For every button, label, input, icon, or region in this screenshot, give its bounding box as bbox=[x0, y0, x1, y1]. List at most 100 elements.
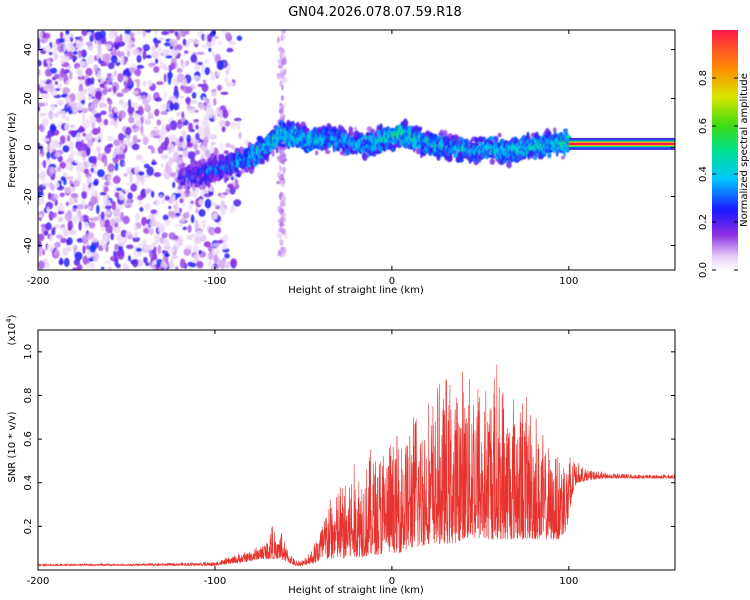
noise-blob bbox=[81, 191, 88, 199]
noise-blob bbox=[178, 223, 185, 227]
noise-blob bbox=[230, 121, 237, 129]
noise-blob bbox=[168, 205, 172, 210]
noise-blob bbox=[159, 222, 165, 233]
noise-blob bbox=[222, 30, 226, 35]
noise-blob bbox=[137, 51, 144, 56]
noise-blob bbox=[138, 171, 145, 176]
noise-blob bbox=[53, 53, 59, 60]
noise-blob bbox=[106, 211, 111, 215]
noise-blob bbox=[38, 174, 41, 178]
noise-blob bbox=[164, 166, 172, 174]
noise-blob bbox=[129, 173, 133, 184]
y-tick-label: -20 bbox=[23, 188, 34, 204]
noise-blob bbox=[40, 37, 48, 44]
noise-blob bbox=[86, 151, 90, 157]
noise-blob bbox=[165, 55, 173, 59]
noise-blob bbox=[85, 86, 92, 92]
noise-blob bbox=[144, 245, 151, 250]
noise-blob bbox=[91, 108, 97, 115]
noise-blob bbox=[63, 229, 69, 237]
noise-blob bbox=[167, 75, 172, 85]
noise-blob bbox=[147, 115, 155, 119]
ridge-blob bbox=[417, 126, 423, 131]
noise-blob bbox=[177, 30, 185, 37]
noise-blob bbox=[179, 198, 184, 204]
noise-blob bbox=[64, 116, 70, 122]
noise-blob bbox=[187, 151, 196, 160]
noise-blob bbox=[155, 129, 161, 133]
noise-blob bbox=[220, 91, 229, 96]
noise-blob bbox=[190, 54, 197, 63]
noise-blob bbox=[225, 142, 232, 148]
noise-blob bbox=[55, 234, 63, 239]
ridge-blob bbox=[463, 138, 470, 144]
noise-blob bbox=[117, 249, 125, 260]
noise-blob bbox=[184, 211, 190, 218]
noise-blob bbox=[94, 112, 102, 119]
noise-blob bbox=[176, 73, 185, 83]
noise-blob bbox=[98, 47, 102, 55]
noise-blob bbox=[47, 129, 55, 137]
noise-blob bbox=[89, 244, 97, 253]
noise-blob bbox=[198, 250, 202, 255]
colorbar-tick-label: 0.6 bbox=[698, 118, 709, 134]
noise-blob bbox=[101, 176, 105, 180]
noise-blob bbox=[107, 62, 115, 70]
y-tick-label: 0 bbox=[23, 144, 34, 150]
noise-blob bbox=[171, 255, 179, 259]
ridge-blob bbox=[194, 160, 199, 166]
noise-blob bbox=[93, 168, 97, 176]
noise-blob bbox=[201, 83, 209, 93]
noise-blob bbox=[38, 69, 41, 76]
noise-blob bbox=[92, 251, 99, 262]
noise-blob bbox=[125, 244, 134, 250]
noise-blob bbox=[127, 192, 133, 200]
noise-blob bbox=[168, 134, 177, 142]
noise-blob bbox=[157, 40, 161, 44]
noise-blob bbox=[75, 40, 83, 50]
spectrogram-frame bbox=[37, 29, 676, 271]
noise-blob bbox=[130, 183, 138, 192]
ridge-blob bbox=[379, 123, 383, 131]
noise-blob bbox=[62, 87, 70, 95]
noise-blob bbox=[64, 186, 73, 194]
noise-blob bbox=[99, 220, 104, 227]
noise-blob bbox=[82, 132, 86, 137]
noise-blob bbox=[123, 80, 127, 87]
noise-blob bbox=[224, 253, 230, 259]
noise-blob bbox=[217, 41, 222, 46]
y-tick-label: 0.8 bbox=[23, 388, 34, 404]
noise-blob bbox=[38, 106, 41, 112]
noise-blob bbox=[38, 43, 41, 51]
noise-blob bbox=[146, 80, 153, 87]
noise-blob bbox=[192, 246, 198, 253]
noise-blob bbox=[190, 233, 197, 237]
noise-blob bbox=[86, 188, 90, 195]
noise-blob bbox=[212, 242, 221, 248]
x-tick-label: 100 bbox=[559, 576, 578, 587]
noise-blob bbox=[121, 88, 130, 94]
noise-blob bbox=[158, 37, 165, 41]
noise-blob bbox=[144, 118, 152, 125]
noise-blob bbox=[56, 110, 64, 115]
noise-blob bbox=[188, 267, 194, 270]
noise-blob bbox=[43, 102, 48, 107]
noise-blob bbox=[56, 99, 65, 106]
ridge-blob bbox=[219, 154, 225, 160]
transient-blob bbox=[280, 105, 284, 110]
noise-blob bbox=[185, 60, 190, 66]
noise-blob bbox=[156, 81, 164, 85]
ridge-blob bbox=[362, 154, 368, 162]
noise-blob bbox=[188, 122, 194, 133]
noise-blob bbox=[67, 134, 71, 142]
noise-blob bbox=[123, 201, 128, 208]
noise-blob bbox=[155, 58, 159, 64]
noise-blob bbox=[38, 59, 42, 67]
colorbar-ticks: 0.0 0.2 0.4 0.6 0.8 bbox=[698, 70, 738, 278]
noise-blob bbox=[171, 57, 177, 64]
x-tick-label: 100 bbox=[559, 276, 578, 287]
noise-blob bbox=[182, 202, 186, 207]
noise-blob bbox=[70, 193, 79, 199]
noise-blob bbox=[65, 30, 70, 35]
